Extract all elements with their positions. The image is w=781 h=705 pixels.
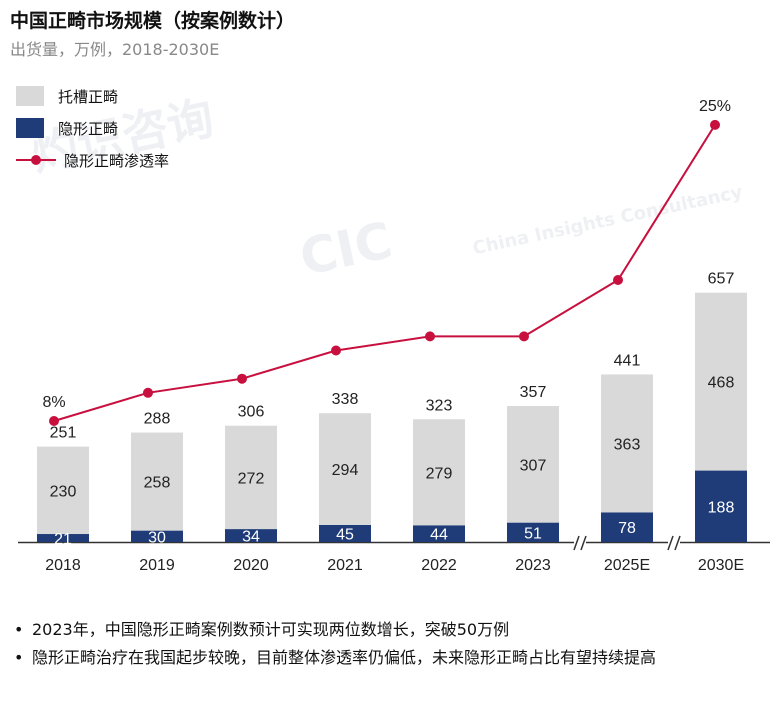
bullet-text: 隐形正畸治疗在我国起步较晚，目前整体渗透率仍偏低，未来隐形正畸占比有望持续提高 [32, 648, 657, 667]
axis-break-mark [674, 535, 681, 551]
axis-break-mark [667, 535, 674, 551]
data-label-total: 338 [332, 391, 359, 408]
data-label-tray: 307 [520, 457, 547, 474]
axis-break-gap [574, 538, 586, 547]
data-label-tray: 363 [614, 436, 641, 453]
bar-invisible [37, 534, 89, 542]
stacked-bar-line-chart: 21 230 251 2018 30 258 288 2019 34 272 306 2020 45 29… [18, 98, 770, 574]
data-label-total: 657 [708, 271, 735, 288]
bar-tray [131, 432, 183, 531]
bar-invisible [507, 522, 559, 542]
data-label-tray: 294 [332, 462, 359, 479]
bullet-dot: • [14, 620, 24, 639]
x-tick-label: 2020 [233, 557, 269, 574]
bar-invisible [413, 525, 465, 542]
rate-point [237, 373, 247, 384]
bar-tray [225, 425, 277, 530]
data-label-tray: 230 [50, 483, 77, 500]
axis-break-mark [573, 535, 580, 551]
axis-break-mark [580, 535, 587, 551]
rate-line [53, 124, 716, 422]
bar-invisible [319, 524, 371, 542]
rate-point [613, 275, 623, 285]
legend-line-rate [16, 150, 56, 170]
data-label-invisible: 78 [618, 520, 636, 537]
rate-point [331, 345, 341, 356]
x-tick-label: 2022 [421, 557, 457, 574]
legend-label-rate: 隐形正畸渗透率 [64, 151, 170, 170]
data-label-tray: 468 [708, 375, 735, 392]
rate-point [425, 331, 435, 342]
data-label-total: 441 [614, 352, 641, 369]
legend-item-invisible: 隐形正畸 [16, 112, 169, 144]
data-label-total: 288 [144, 411, 171, 428]
data-label-tray: 272 [238, 470, 265, 487]
rate-label: 8% [42, 394, 65, 411]
bar-tray [695, 292, 747, 471]
axis-break-gap [668, 538, 680, 547]
bar-invisible [131, 530, 183, 542]
bar-tray [37, 446, 89, 535]
x-tick-label: 2030E [698, 557, 744, 574]
rate-point [710, 119, 720, 130]
bar-tray [507, 405, 559, 523]
bar-tray [601, 374, 653, 513]
x-tick-label: 2025E [604, 557, 650, 574]
legend-item-tray: 托槽正畸 [16, 80, 169, 112]
x-tick-label: 2019 [139, 557, 175, 574]
bullet-list: • 2023年，中国隐形正畸案例数预计可实现两位数增长，突破50万例 • 隐形正… [14, 618, 754, 674]
legend-swatch-invisible [16, 118, 44, 138]
data-label-invisible: 188 [708, 499, 735, 516]
bullet-text: 2023年，中国隐形正畸案例数预计可实现两位数增长，突破50万例 [32, 620, 510, 639]
x-tick-label: 2023 [515, 557, 551, 574]
data-label-invisible: 34 [242, 529, 260, 546]
data-label-total: 323 [426, 397, 453, 414]
legend-label-tray: 托槽正畸 [58, 87, 119, 106]
rate-point [49, 416, 59, 426]
bar-tray [319, 413, 371, 525]
bar-invisible [601, 512, 653, 542]
data-label-tray: 258 [144, 475, 171, 492]
x-tick-label: 2021 [327, 557, 363, 574]
legend-swatch-tray [16, 86, 44, 106]
bar-tray [413, 419, 465, 526]
data-label-invisible: 30 [148, 529, 166, 546]
legend-item-rate: 隐形正畸渗透率 [16, 144, 169, 176]
bullet-item: • 隐形正畸治疗在我国起步较晚，目前整体渗透率仍偏低，未来隐形正畸占比有望持续提… [14, 646, 754, 670]
legend: 托槽正畸 隐形正畸 隐形正畸渗透率 [16, 80, 169, 176]
data-label-total: 306 [238, 404, 265, 421]
data-label-invisible: 21 [54, 531, 72, 548]
bullet-dot: • [14, 648, 24, 667]
data-label-invisible: 51 [524, 525, 542, 542]
rate-label: 25% [699, 98, 731, 115]
bullet-item: • 2023年，中国隐形正畸案例数预计可实现两位数增长，突破50万例 [14, 618, 754, 642]
bar-invisible [695, 470, 747, 542]
data-label-invisible: 44 [430, 527, 448, 544]
chart-subtitle: 出货量，万例，2018-2030E [10, 40, 220, 59]
data-label-total: 251 [50, 425, 77, 442]
data-label-tray: 279 [426, 465, 453, 482]
x-tick-label: 2018 [45, 557, 81, 574]
rate-point [519, 331, 529, 342]
data-label-invisible: 45 [336, 526, 354, 543]
data-label-total: 357 [520, 384, 547, 401]
chart-title: 中国正畸市场规模（按案例数计） [10, 10, 296, 32]
legend-label-invisible: 隐形正畸 [58, 119, 119, 138]
rate-point [143, 387, 153, 398]
bar-invisible [225, 529, 277, 542]
